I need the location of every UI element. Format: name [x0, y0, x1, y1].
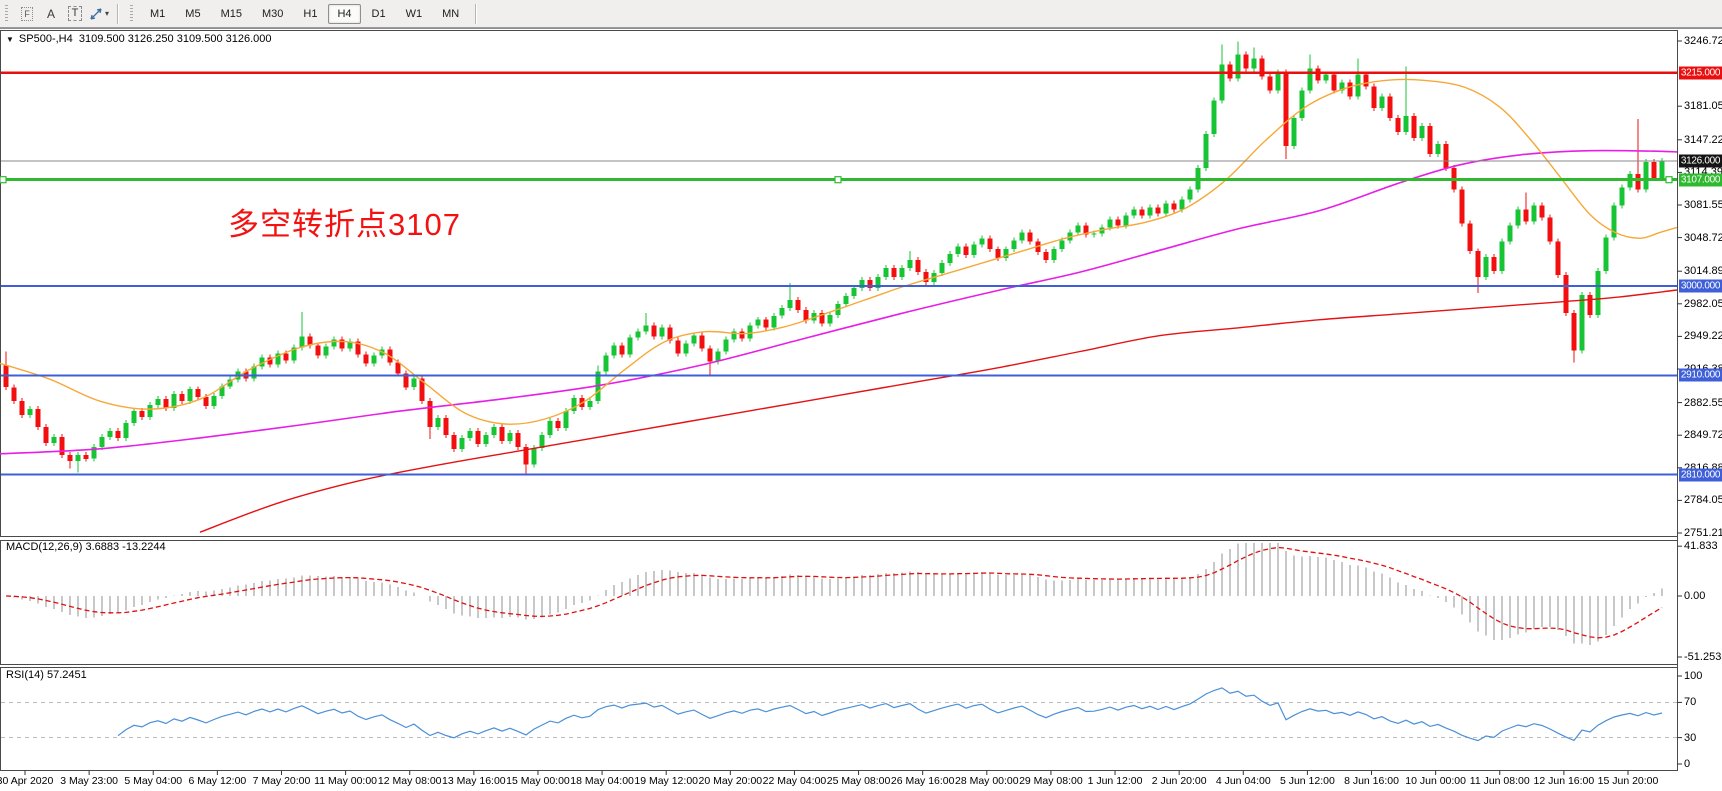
time-axis-label: 18 May 04:00 — [570, 775, 634, 787]
rsi-axis-label: 0 — [1684, 758, 1691, 770]
price-axis-label: 2784.050 — [1684, 494, 1722, 507]
timeframe-button-m5[interactable]: M5 — [185, 7, 201, 20]
macd-indicator-label: MACD(12,26,9) 3.6883 -13.2244 — [6, 541, 166, 553]
price-axis-label: 3181.055 — [1684, 100, 1722, 113]
timeframe-button-d1[interactable]: D1 — [371, 7, 386, 20]
rsi-axis-label: 30 — [1684, 731, 1697, 744]
time-axis-label: 4 Jun 04:00 — [1215, 775, 1271, 787]
time-axis-label: 3 May 23:00 — [60, 775, 119, 787]
time-axis-label: 19 May 12:00 — [634, 775, 699, 787]
chart-title-text: SP500-,H4 3109.500 3126.250 3109.500 312… — [18, 33, 272, 45]
price-axis-label: 3246.725 — [1684, 35, 1722, 47]
double-arrow-icon — [90, 7, 102, 20]
macd-axis-label: -51.2535 — [1684, 651, 1722, 663]
price-axis-label: 2949.220 — [1684, 330, 1722, 343]
price-badge: 3107.000 — [1679, 173, 1722, 187]
text-label-icon[interactable]: A — [46, 6, 55, 21]
rsi-axis-label: 100 — [1684, 670, 1703, 682]
time-axis-label: 1 Jun 12:00 — [1087, 775, 1143, 787]
dropdown-caret-icon[interactable]: ▾ — [105, 9, 110, 18]
macd-axis-label: 0.00 — [1684, 590, 1706, 602]
time-axis-label: 12 May 08:00 — [377, 775, 442, 787]
time-axis-label: 7 May 20:00 — [252, 775, 311, 787]
time-axis-label: 30 Apr 2020 — [0, 775, 54, 787]
timeframe-button-m15[interactable]: M15 — [220, 7, 242, 20]
macd-axis-label: 41.833 — [1684, 540, 1718, 553]
time-axis-label: 5 May 04:00 — [124, 775, 183, 787]
time-axis-label: 28 May 00:00 — [954, 775, 1019, 787]
time-axis-label: 6 May 12:00 — [188, 775, 247, 787]
time-axis-label: 15 Jun 20:00 — [1597, 775, 1659, 787]
timeframe-toolbar-grip[interactable] — [130, 4, 134, 23]
toolbar-separator-2 — [475, 3, 478, 24]
timeframe-button-mn[interactable]: MN — [442, 7, 460, 20]
time-axis-label: 11 Jun 08:00 — [1469, 775, 1530, 787]
timeframe-button-m1[interactable]: M1 — [150, 7, 166, 20]
timeframe-button-m30[interactable]: M30 — [261, 7, 284, 20]
time-axis-label: 11 May 00:00 — [314, 775, 378, 787]
price-badge: 3126.000 — [1679, 154, 1722, 168]
cursor-shift-icon[interactable]: ▾ — [89, 4, 109, 24]
time-axis-label: 26 May 16:00 — [890, 775, 955, 787]
timeframe-button-h1[interactable]: H1 — [303, 7, 318, 20]
price-axis-label: 2982.055 — [1684, 297, 1722, 310]
expert-f-icon[interactable]: F — [17, 4, 37, 24]
timeframe-button-w1[interactable]: W1 — [405, 7, 423, 20]
price-axis-label: 2882.555 — [1684, 396, 1722, 409]
price-axis-label: 3081.555 — [1684, 199, 1722, 211]
time-axis-label: 15 May 00:00 — [506, 775, 570, 787]
time-axis-label: 5 Jun 12:00 — [1279, 775, 1335, 787]
time-axis-label: 22 May 04:00 — [762, 775, 827, 787]
time-axis-label: 13 May 16:00 — [442, 775, 506, 787]
toolbar-separator — [117, 3, 120, 24]
text-box-icon[interactable]: T — [65, 4, 85, 24]
time-axis-label: 2 Jun 20:00 — [1151, 775, 1207, 787]
price-axis-label: 3048.720 — [1684, 231, 1722, 244]
price-axis-label: 3014.890 — [1684, 265, 1722, 278]
rsi-axis-label: 70 — [1684, 696, 1697, 709]
price-axis-label: 2849.720 — [1684, 429, 1722, 442]
chart-annotation[interactable]: 多空转折点3107 — [228, 207, 461, 242]
time-axis-label: 25 May 08:00 — [826, 775, 891, 787]
price-badge: 3000.000 — [1679, 279, 1722, 293]
time-axis-label: 12 Jun 16:00 — [1533, 775, 1595, 787]
chart-dropdown-caret-icon[interactable]: ▼ — [6, 35, 14, 44]
price-badge: 3215.000 — [1679, 66, 1722, 79]
rsi-indicator-label: RSI(14) 57.2451 — [6, 669, 87, 681]
price-axis-label: 2751.215 — [1684, 527, 1722, 539]
time-axis-label: 10 Jun 00:00 — [1405, 775, 1466, 787]
price-badge: 2910.000 — [1679, 368, 1722, 382]
time-axis-label: 8 Jun 16:00 — [1344, 775, 1399, 787]
price-badge: 2810.000 — [1679, 468, 1722, 482]
time-axis-label: 20 May 20:00 — [698, 775, 763, 787]
time-axis-label: 29 May 08:00 — [1019, 775, 1083, 787]
price-axis-label: 3147.225 — [1684, 133, 1722, 146]
toolbar-grip[interactable] — [5, 4, 8, 23]
timeframe-button-h4[interactable]: H4 — [328, 3, 361, 24]
timeframe-bar: M1 M5 M15 M30 H1 H4 D1 W1 MN — [140, 3, 469, 24]
main-toolbar: F A T ▾ M1 M5 M15 M30 H1 H4 D1 W1 MN — [0, 0, 1722, 28]
chart-title: ▼ SP500-,H4 3109.500 3126.250 3109.500 31… — [6, 33, 272, 45]
